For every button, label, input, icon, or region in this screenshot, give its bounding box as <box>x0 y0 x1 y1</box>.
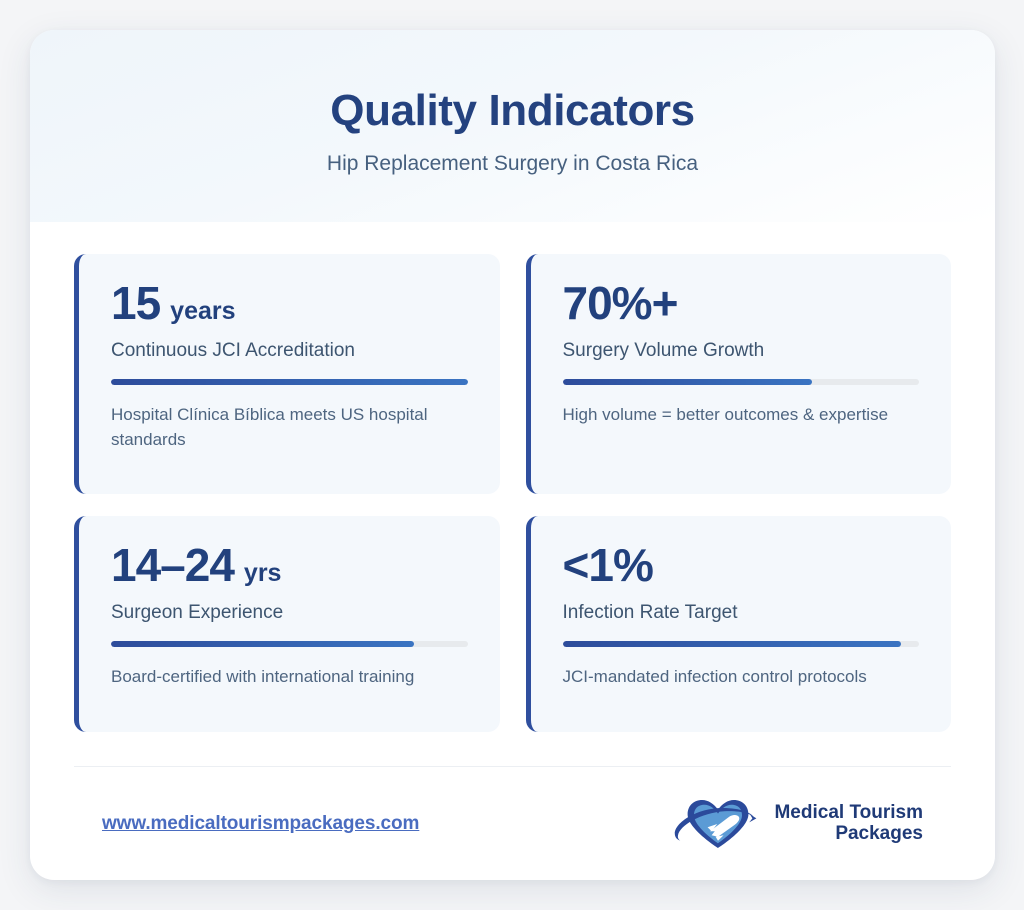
page-subtitle: Hip Replacement Surgery in Costa Rica <box>326 152 699 176</box>
progress-bar-track <box>111 379 468 385</box>
infographic-card: Quality Indicators Hip Replacement Surge… <box>30 30 995 880</box>
stat-description: Hospital Clínica Bíblica meets US hospit… <box>111 405 428 449</box>
stat-number: 15 <box>111 277 161 329</box>
stat-description: JCI-mandated infection control protocols <box>562 667 867 686</box>
stat-card: <1% Infection Rate Target JCI-mandated i… <box>525 516 951 732</box>
stat-value: 14–24 yrs <box>111 542 468 588</box>
stats-grid: 15 years Continuous JCI Accreditation Ho… <box>30 222 995 758</box>
website-link[interactable]: www.medicaltourismpackages.com <box>102 812 420 834</box>
stat-description: Board-certified with international train… <box>111 667 415 686</box>
stat-value: 15 years <box>111 280 468 326</box>
heart-airplane-icon <box>675 799 757 848</box>
stat-label: Infection Rate Target <box>562 602 738 623</box>
footer: www.medicaltourismpackages.com Medical T… <box>74 766 951 880</box>
brand-name-line1: Medical Tourism <box>774 801 923 823</box>
stat-label: Continuous JCI Accreditation <box>111 340 355 361</box>
page-title: Quality Indicators <box>330 85 695 135</box>
stat-number: 70%+ <box>562 277 679 329</box>
brand-logo: Medical Tourism Packages <box>670 795 923 853</box>
brand-name: Medical Tourism Packages <box>774 801 923 844</box>
progress-bar-fill <box>111 641 415 647</box>
stat-card: 15 years Continuous JCI Accreditation Ho… <box>74 254 500 494</box>
stat-number: <1% <box>562 539 654 591</box>
stat-card: 14–24 yrs Surgeon Experience Board-certi… <box>74 516 500 732</box>
stat-label: Surgeon Experience <box>111 602 284 623</box>
stat-number: 14–24 <box>111 539 235 591</box>
stat-card: 70%+ Surgery Volume Growth High volume =… <box>525 254 951 494</box>
progress-bar-track <box>111 641 468 647</box>
stat-unit: years <box>170 297 236 325</box>
progress-bar-track <box>562 379 919 385</box>
progress-bar-fill <box>562 641 902 647</box>
stat-value: <1% <box>563 542 920 588</box>
stat-value: 70%+ <box>563 280 920 326</box>
stat-unit: yrs <box>243 559 282 587</box>
header: Quality Indicators Hip Replacement Surge… <box>30 30 995 222</box>
progress-bar-fill <box>562 379 813 385</box>
stat-label: Surgery Volume Growth <box>562 340 765 361</box>
progress-bar-fill <box>111 379 468 385</box>
stat-description: High volume = better outcomes & expertis… <box>562 405 889 424</box>
progress-bar-track <box>562 641 919 647</box>
brand-name-line2: Packages <box>835 822 923 844</box>
